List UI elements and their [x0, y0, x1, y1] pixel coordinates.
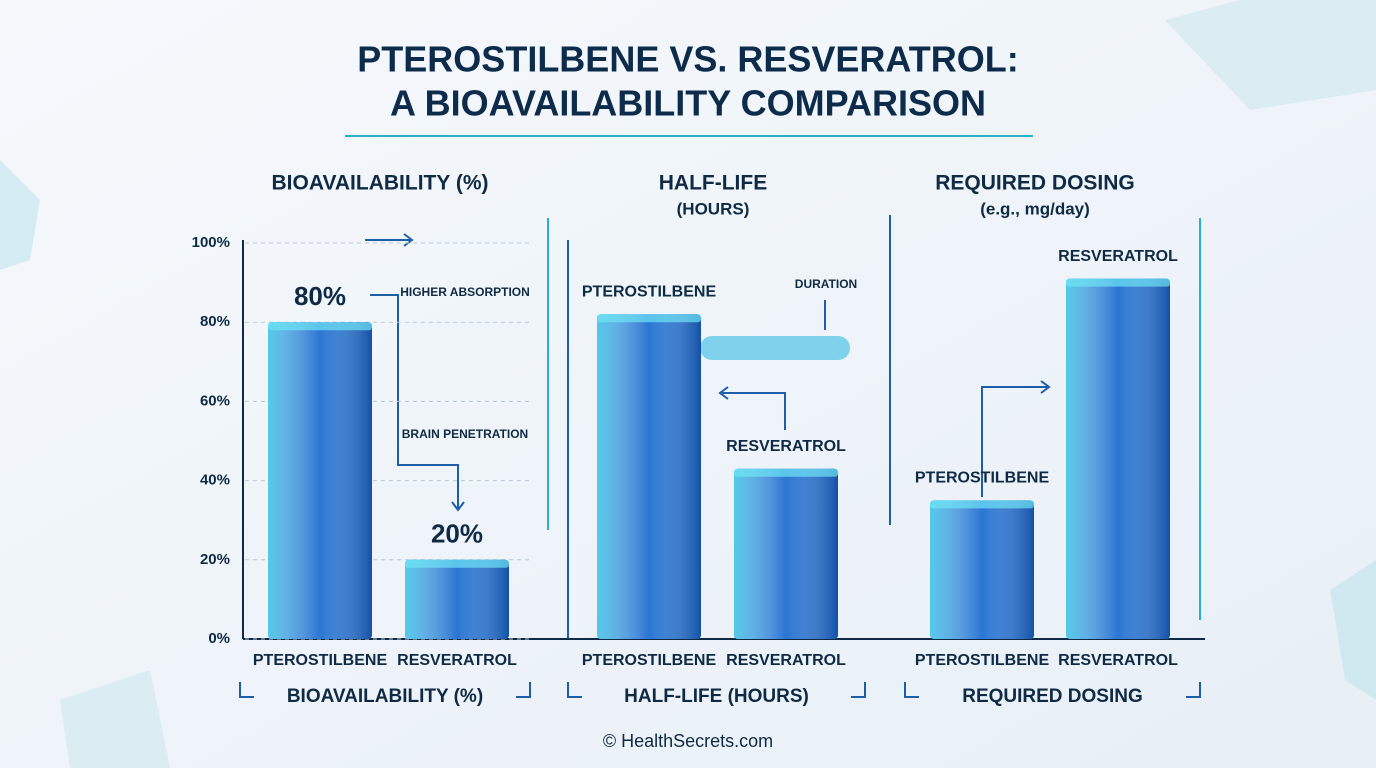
bar-top [268, 322, 372, 331]
bar-shine [930, 500, 1034, 639]
chart-title: REQUIRED DOSING [935, 172, 1135, 195]
chart-subtitle: (e.g., mg/day) [980, 199, 1090, 218]
decor [1165, 0, 1376, 110]
y-tick-label: 20% [200, 551, 230, 568]
x-tick-label: RESVERATROL [1058, 652, 1178, 669]
bar-label: RESVERATROL [726, 438, 846, 455]
bar-top [734, 468, 838, 477]
bar-label: RESVERATROL [1058, 248, 1178, 265]
bar-top [405, 559, 509, 568]
chart-caption: BIOAVAILABILITY (%) [287, 686, 483, 707]
caption-bracket [904, 682, 1201, 698]
connector-arrows [365, 233, 1051, 512]
bar-top [1066, 278, 1170, 287]
x-tick-label: RESVERATROL [726, 652, 846, 669]
y-tick-label: 80% [200, 313, 230, 330]
x-tick-label: RESVERATROL [397, 652, 517, 669]
bar-shine [597, 314, 701, 639]
decor [1330, 560, 1376, 700]
bar-shine [268, 322, 372, 639]
x-tick-label: PTEROSTILBENE [253, 652, 388, 669]
chart-subtitle: (HOURS) [677, 199, 750, 218]
title-line: PTEROSTILBENE VS. RESVERATROL: [357, 39, 1018, 80]
bar-label: PTEROSTILBENE [582, 283, 717, 300]
annotation: HIGHER ABSORPTION [400, 285, 530, 299]
decor [0, 160, 40, 270]
caption-bracket [567, 682, 866, 698]
chart-title: BIOAVAILABILITY (%) [272, 172, 489, 195]
y-tick-label: 40% [200, 472, 230, 489]
caption-bracket [239, 682, 531, 698]
y-tick-label: 100% [192, 234, 230, 251]
value-label: 80% [294, 281, 346, 311]
x-tick-label: PTEROSTILBENE [582, 652, 717, 669]
chart-title: HALF-LIFE [659, 172, 767, 195]
x-tick-label: PTEROSTILBENE [915, 652, 1050, 669]
duration-bar [700, 336, 850, 360]
chart-caption: REQUIRED DOSING [962, 686, 1143, 707]
annotation: DURATION [795, 277, 857, 291]
bar-shine [1066, 278, 1170, 639]
annotation: BRAIN PENETRATION [402, 427, 528, 441]
credit: © HealthSecrets.com [603, 731, 773, 751]
y-tick-label: 60% [200, 392, 230, 409]
bar-label: PTEROSTILBENE [915, 470, 1050, 487]
bar-shine [405, 559, 509, 639]
bar-top [597, 314, 701, 323]
y-tick-label: 0% [208, 630, 230, 647]
value-label: 20% [431, 519, 483, 549]
decor [60, 670, 170, 768]
chart-caption: HALF-LIFE (HOURS) [624, 686, 809, 707]
bar-top [930, 500, 1034, 509]
bar-shine [734, 468, 838, 639]
title-line: A BIOAVAILABILITY COMPARISON [390, 83, 986, 124]
